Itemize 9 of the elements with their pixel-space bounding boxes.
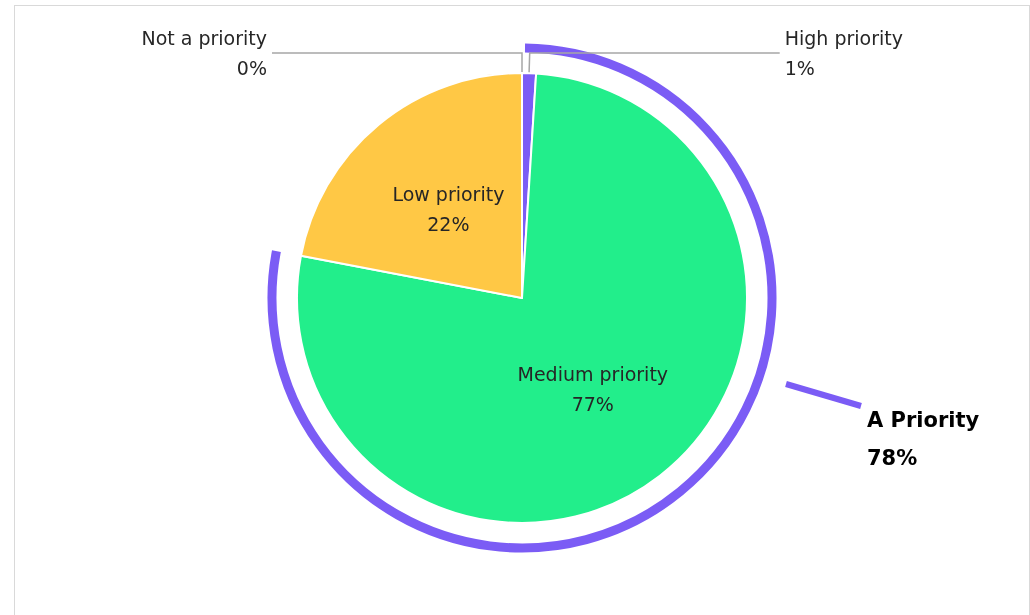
text: 0% bbox=[236, 57, 267, 79]
slice-label: Low priority bbox=[392, 183, 505, 206]
category-label: Not a priority bbox=[141, 27, 267, 49]
slice-label: Medium priority bbox=[517, 363, 669, 386]
data-label: 1% bbox=[784, 57, 815, 80]
data-label: 77% bbox=[571, 393, 614, 416]
text: A Priority 78% bbox=[867, 408, 980, 470]
data-label: 22% bbox=[427, 213, 470, 236]
slice-label: High priority bbox=[784, 27, 903, 50]
